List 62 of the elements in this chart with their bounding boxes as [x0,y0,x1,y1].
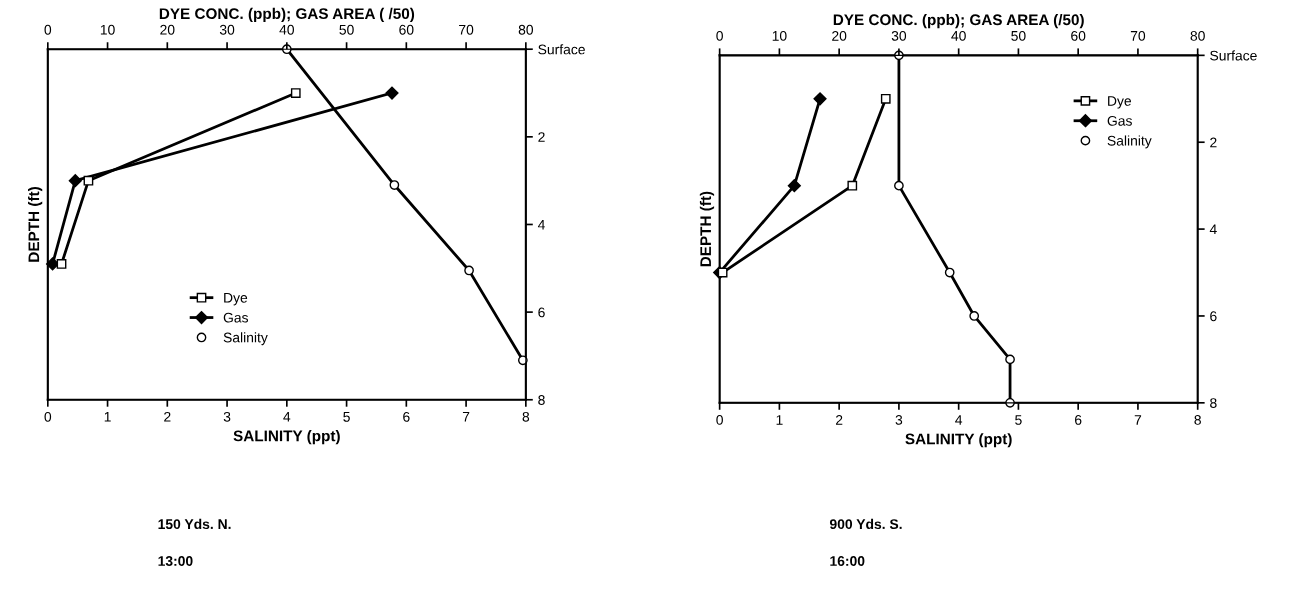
legend-label: Salinity [223,332,268,346]
x-tick-label: 1 [104,412,111,422]
x2-tick-label: 60 [399,24,414,35]
x2-tick-label: 10 [772,30,787,41]
x2-tick-label: 30 [219,24,235,35]
legend-label: Salinity [1107,135,1152,149]
x2-tick-label: 60 [1071,30,1086,41]
x2-tick-label: 80 [518,24,534,35]
x-tick-label: 7 [1134,415,1142,425]
y-tick-label: 4 [537,219,545,230]
x-tick-label: 0 [716,415,723,425]
x-tick-label: 7 [462,412,470,422]
x-tick-label: 3 [895,415,903,425]
x-tick-label: 1 [776,415,783,425]
x-tick-label: 2 [835,415,843,425]
x2-tick-label: 0 [44,24,52,35]
y-tick-label: 2 [538,132,545,142]
text: 13:00 [158,556,193,566]
x2-tick-label: 20 [832,30,847,41]
x2-tick-label: 80 [1190,30,1205,41]
x2-tick-label: 70 [1130,30,1146,41]
x2-tick-label: 30 [891,30,907,41]
y-tick-label: 8 [1210,398,1217,408]
x2-tick-label: 50 [1011,30,1026,41]
x-tick-label: 8 [522,411,530,422]
y-axis-title: DEPTH (ft) [699,191,715,267]
legend-label: Dye [1108,96,1132,109]
legend-label: Gas [223,312,249,323]
text: 16:00 [830,556,865,566]
x-tick-label: 6 [403,411,410,422]
y-tick-label: Surface [538,44,585,55]
legend-label: Dye [224,292,248,306]
y-tick-label: 8 [538,395,545,405]
x-tick-label: 8 [1194,415,1201,425]
x2-tick-label: 10 [100,24,115,35]
legend-label: Gas [1107,115,1132,126]
x2-tick-label: 20 [160,24,175,35]
y-tick-label: 6 [538,307,545,318]
x2-tick-label: 70 [459,24,474,35]
x2-tick-label: 0 [716,30,723,41]
x-tick-label: 5 [343,412,350,422]
y-axis-title: DEPTH (ft) [28,187,43,262]
x-axis-title: SALINITY (ppt) [233,430,340,445]
y-tick-label: 2 [1210,137,1217,148]
x-tick-label: 2 [164,411,171,422]
text: 150 Yds. N. [158,518,231,530]
x-tick-label: 5 [1015,415,1022,425]
x-tick-label: 4 [955,415,963,425]
text: 900 Yds. S. [829,518,902,530]
x-tick-label: 3 [223,411,231,422]
y-tick-label: Surface [1210,50,1257,61]
y-tick-label: 6 [1210,311,1217,322]
x2-tick-label: 50 [339,24,354,35]
x2-tick-label: 40 [951,30,966,41]
y-tick-label: 4 [1209,224,1217,235]
x2-tick-label: 40 [279,24,295,35]
x2-axis-title: DYE CONC. (ppb); GAS AREA ( /50) [159,7,415,23]
x2-axis-title: DYE CONC. (ppb); GAS AREA (/50) [833,13,1084,29]
x-tick-label: 0 [44,411,52,422]
x-tick-label: 4 [283,412,291,422]
x-axis-title: SALINITY (ppt) [905,433,1012,448]
x-tick-label: 6 [1075,415,1082,425]
